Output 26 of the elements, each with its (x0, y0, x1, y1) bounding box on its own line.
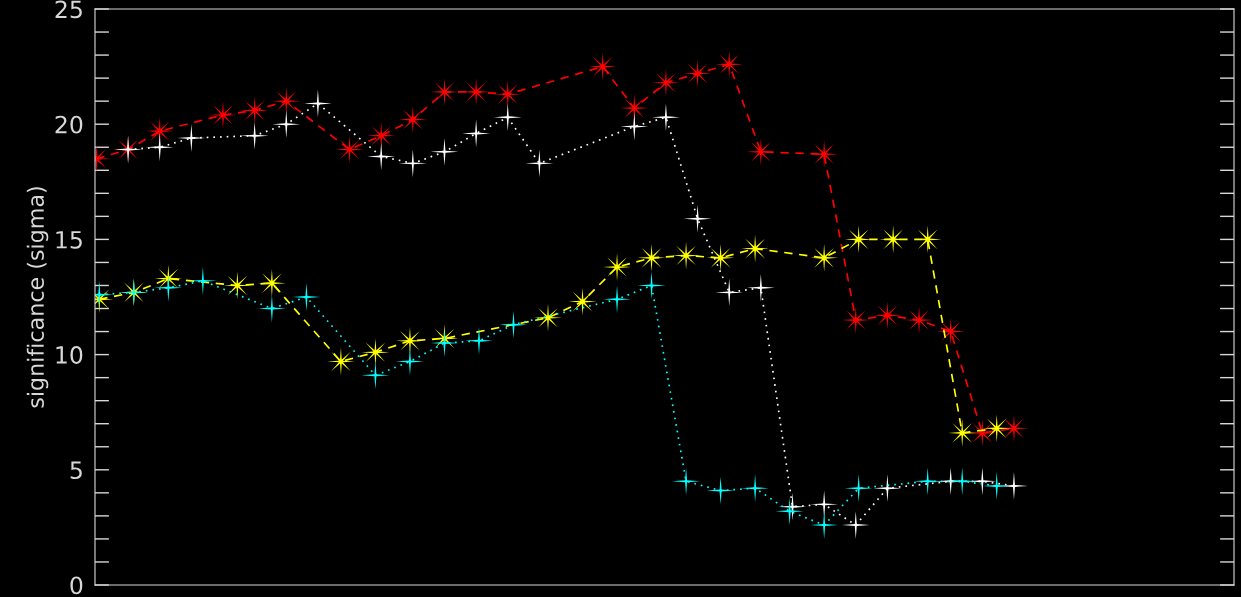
y-tick-label: 25 (55, 0, 82, 19)
point (620, 112, 649, 141)
y-tick-label: 5 (70, 461, 82, 480)
point (706, 476, 735, 505)
point (913, 225, 942, 254)
point (223, 271, 252, 300)
point (936, 317, 965, 346)
point (525, 149, 554, 178)
point (588, 52, 617, 81)
point (240, 96, 269, 125)
point (844, 225, 873, 254)
point (499, 310, 528, 339)
point (568, 287, 597, 316)
point (982, 414, 1011, 443)
point (913, 467, 942, 496)
y-tick-label: 10 (56, 346, 83, 364)
point (683, 204, 712, 233)
point (873, 301, 902, 330)
point (683, 59, 712, 88)
point (361, 361, 390, 390)
y-tick-label: 0 (70, 576, 83, 595)
point (637, 271, 666, 300)
y-axis-title: significance (sigma) (26, 187, 49, 408)
point (335, 135, 364, 164)
y-tick-label: 15 (56, 231, 82, 249)
y-tick-label: 20 (55, 115, 83, 134)
